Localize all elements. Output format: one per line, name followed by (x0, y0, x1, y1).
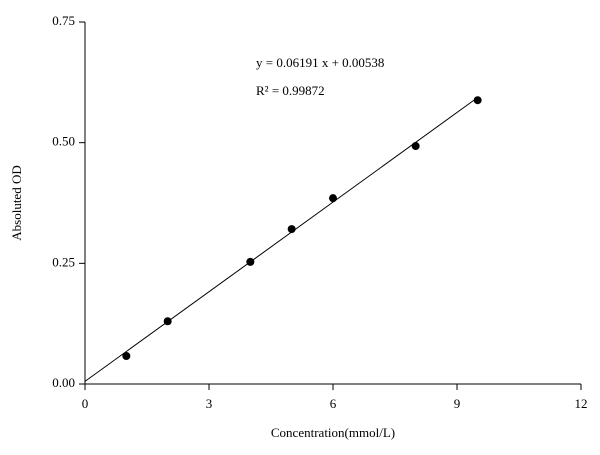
point (287, 225, 296, 234)
annotation: y = 0.06191 x + 0.00538 (256, 55, 384, 70)
y-tick-label: 0.50 (52, 134, 75, 149)
x-tick-label: 12 (575, 396, 588, 411)
point (411, 142, 420, 151)
x-axis-label: Concentration(mmol/L) (271, 425, 395, 440)
x-tick-label: 0 (82, 396, 89, 411)
annotation: R² = 0.99872 (256, 83, 325, 98)
y-axis-label: Absoluted OD (9, 165, 24, 240)
fit-line (84, 97, 478, 382)
x-tick-label: 6 (330, 396, 337, 411)
point (246, 257, 255, 266)
x-tick-label: 3 (206, 396, 213, 411)
point (329, 194, 337, 203)
y-tick-label: 0.75 (52, 13, 75, 28)
y-tick-label: 0.25 (52, 254, 75, 269)
point (473, 96, 482, 105)
x-tick-label: 9 (454, 396, 461, 411)
point (122, 352, 131, 361)
point (163, 317, 172, 326)
y-tick-label: 0.00 (52, 375, 75, 390)
